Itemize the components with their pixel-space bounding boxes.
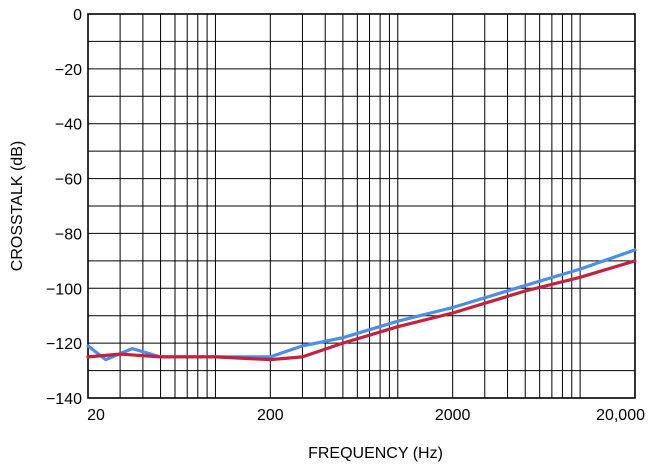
y-tick-label: −120 xyxy=(46,336,82,353)
y-tick-label: −20 xyxy=(55,62,82,79)
x-tick-label: 200 xyxy=(257,407,284,424)
series-line-2 xyxy=(86,259,637,362)
y-tick-label: −100 xyxy=(46,281,82,298)
tick-labels: 0 −20 −40 −60 −80 −100 −120 −140 20 200 2000 20,000 xyxy=(46,7,645,424)
y-tick-label: −40 xyxy=(55,117,82,134)
y-tick-label: 0 xyxy=(73,7,82,24)
y-tick-label: −60 xyxy=(55,172,82,189)
y-tick-label: −80 xyxy=(55,226,82,243)
x-tick-label: 20,000 xyxy=(596,407,645,424)
x-tick-label: 20 xyxy=(87,407,105,424)
x-tick-label: 2000 xyxy=(435,407,471,424)
x-axis-label: FREQUENCY (Hz) xyxy=(308,445,443,462)
series-group xyxy=(86,248,637,362)
plot-frame xyxy=(87,13,636,399)
grid xyxy=(88,14,635,398)
series-line-1 xyxy=(86,248,637,362)
y-axis-label: CROSSTALK (dB) xyxy=(9,141,26,271)
y-tick-label: −140 xyxy=(46,391,82,408)
